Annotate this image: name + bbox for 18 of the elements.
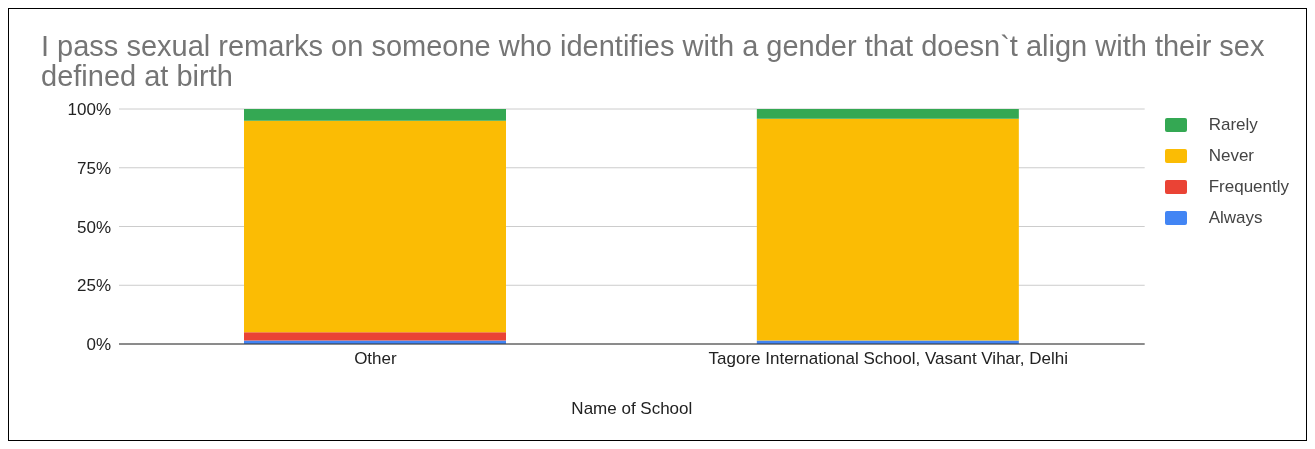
y-tick-label: 50% — [76, 217, 111, 237]
x-tick-label: Tagore International School, Vasant Vihar, Delhi — [708, 349, 1068, 369]
legend-label: Rarely — [1207, 113, 1259, 136]
bar — [244, 120, 506, 333]
y-tick-label: 75% — [76, 158, 111, 178]
legend-label: Never — [1207, 144, 1256, 167]
bar — [244, 332, 506, 341]
legend-label: Frequently — [1207, 175, 1289, 198]
y-tick-label: 100% — [67, 100, 111, 120]
x-tick-label: Other — [354, 349, 398, 369]
x-axis-title: Name of School — [571, 399, 693, 418]
bar — [244, 109, 506, 121]
legend-label: Always — [1207, 206, 1264, 229]
chart-title: I pass sexual remarks on someone who identifies with a gender that doesn`t align with their sex defined at birth — [41, 30, 1266, 92]
bar — [756, 118, 1019, 341]
y-tick-label: 0% — [86, 335, 111, 355]
bar — [756, 109, 1019, 119]
y-tick-label: 25% — [76, 276, 111, 296]
